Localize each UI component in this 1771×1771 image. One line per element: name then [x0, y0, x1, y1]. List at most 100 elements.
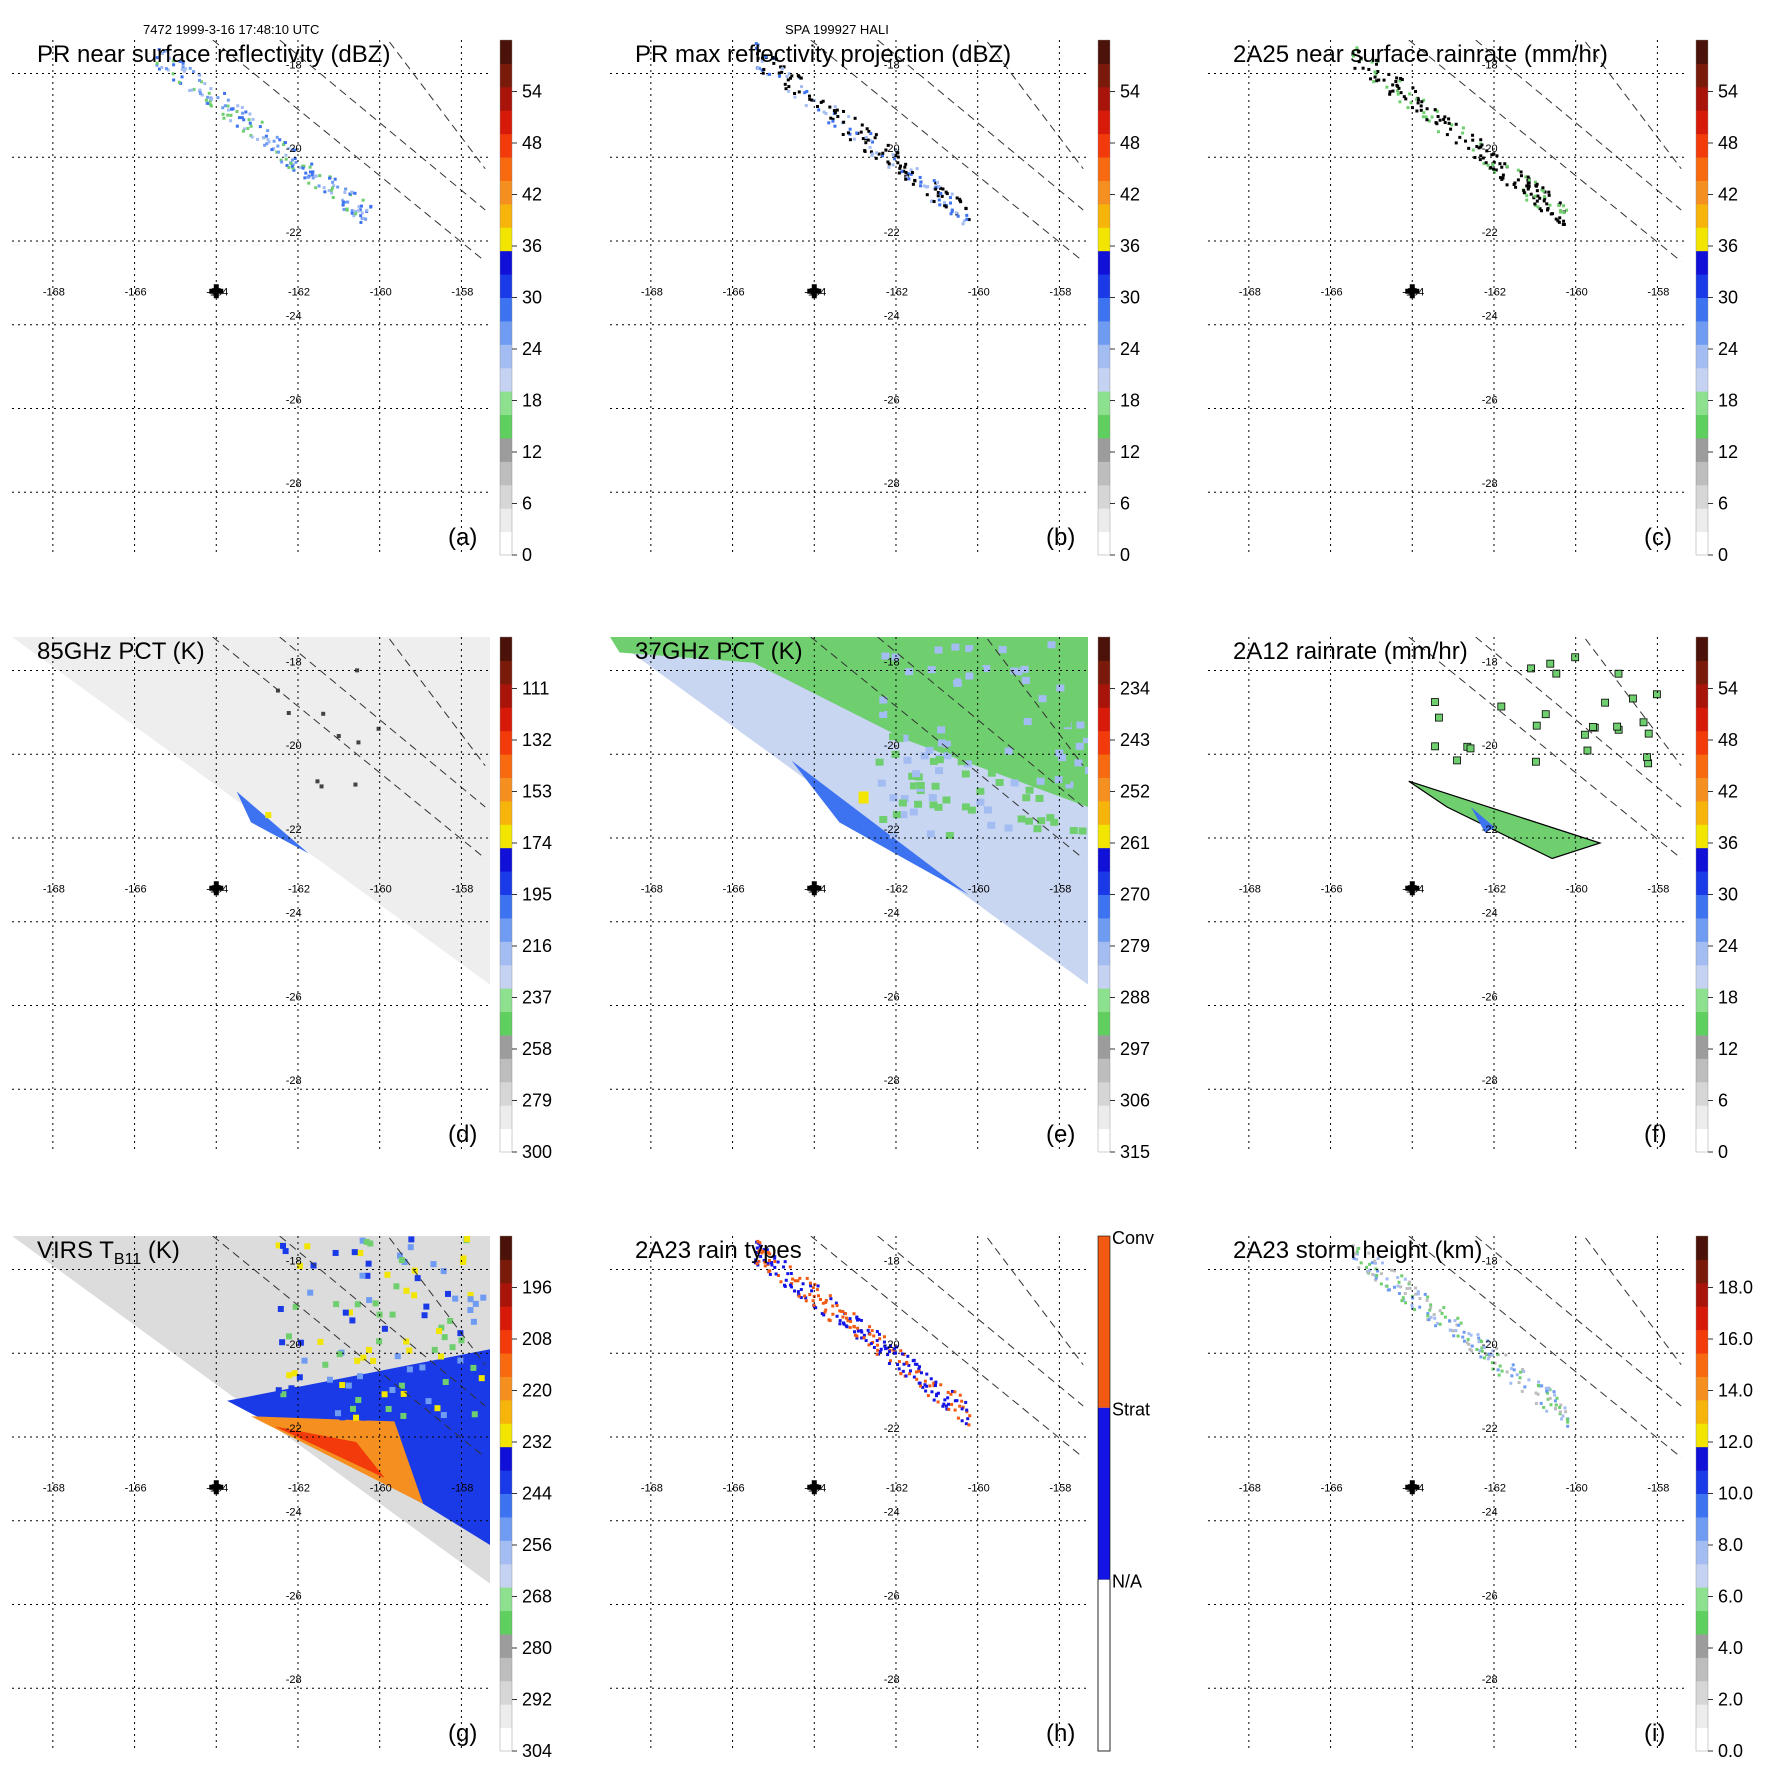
rain-type-pixel	[935, 1392, 939, 1396]
colorbar-segment	[1696, 1657, 1708, 1682]
colorbar-label: 8.0	[1718, 1535, 1743, 1555]
data-pixel	[1373, 75, 1377, 79]
rain-type-pixel	[773, 1256, 777, 1260]
virs-cell	[459, 1258, 466, 1265]
data-pixel	[341, 200, 345, 204]
pct37-cell	[998, 646, 1007, 654]
data-pixel	[944, 203, 948, 207]
rain12-cell	[1532, 721, 1541, 730]
virs-cell	[282, 1248, 289, 1255]
rain-type-pixel	[788, 1265, 792, 1269]
data-pixel	[944, 205, 948, 209]
rain-type-pixel	[804, 1299, 808, 1303]
rain-type-pixel	[754, 1258, 758, 1262]
storm-center-marker	[1405, 284, 1420, 299]
rain-type-pixel	[845, 1325, 849, 1329]
rain-type-pixel	[756, 1239, 760, 1243]
rain-type-pixel	[877, 1332, 881, 1336]
colorbar-segment	[1696, 203, 1708, 228]
lon-tick-label: -158	[451, 1482, 473, 1494]
data-pixel	[910, 171, 914, 175]
data-pixel	[1399, 76, 1403, 80]
data-pixel	[1366, 1270, 1370, 1274]
rain-type-pixel	[942, 1402, 946, 1406]
pct37-cell	[1075, 742, 1084, 750]
data-pixel	[1447, 121, 1451, 125]
data-pixel	[1537, 1380, 1541, 1384]
data-pixel	[294, 160, 298, 164]
pct37-cell	[976, 787, 985, 795]
data-pixel	[344, 187, 348, 191]
rain-type-pixel	[886, 1346, 890, 1350]
rain-type-pixel	[966, 1417, 970, 1421]
data-pixel	[831, 117, 835, 121]
data-pixel	[198, 78, 202, 82]
virs-cell	[480, 1294, 487, 1301]
data-pixel	[1516, 168, 1520, 172]
pct37-cell	[1058, 754, 1067, 762]
pct37-cell	[1065, 781, 1074, 789]
colorbar-segment	[1098, 1407, 1110, 1580]
virs-cell	[345, 1382, 352, 1389]
data-pixel	[313, 174, 317, 178]
rain-type-pixel	[828, 1294, 832, 1298]
data-pixel	[904, 162, 908, 166]
rain-type-pixel	[773, 1260, 777, 1264]
data-pixel	[1374, 58, 1378, 62]
colorbar-label: 36	[1718, 833, 1738, 853]
data-pixel	[1565, 1417, 1569, 1421]
colorbar-segment	[1098, 1128, 1110, 1153]
data-pixel	[950, 192, 954, 196]
pct37-cell	[920, 752, 929, 760]
virs-cell	[458, 1337, 465, 1344]
colorbar-segment	[500, 250, 512, 275]
data-pixel	[1399, 1285, 1403, 1289]
rain-type-pixel	[857, 1317, 861, 1321]
storm-center-marker	[807, 881, 822, 896]
pct37-min-cell	[858, 791, 869, 804]
colorbar-label: 0	[1718, 545, 1728, 565]
colorbar-label: 243	[1120, 730, 1150, 750]
data-pixel	[859, 130, 863, 134]
colorbar-segment	[500, 988, 512, 1013]
data-pixel	[1479, 145, 1483, 149]
data-pixel	[804, 104, 808, 108]
colorbar-segment	[1696, 414, 1708, 439]
data-pixel	[1425, 107, 1429, 111]
data-pixel	[797, 90, 801, 94]
data-pixel	[1426, 1312, 1430, 1316]
data-pixel	[1479, 154, 1483, 158]
pct37-cell	[1024, 817, 1033, 825]
pct37-cell	[899, 811, 908, 819]
data-pixel	[1554, 217, 1558, 221]
data-pixel	[1400, 78, 1404, 82]
virs-cell	[296, 1374, 303, 1381]
colorbar-segment	[500, 660, 512, 685]
rain-type-pixel	[892, 1351, 896, 1355]
data-pixel	[1558, 201, 1562, 205]
data-pixel	[962, 219, 966, 223]
virs-cell	[398, 1257, 405, 1264]
data-pixel	[919, 184, 923, 188]
data-pixel	[181, 65, 185, 69]
pct37-cell	[962, 659, 971, 667]
pct85-cell	[353, 782, 358, 787]
colorbar-label: 18	[1718, 391, 1738, 411]
swath-background	[12, 1236, 490, 1584]
data-pixel	[1416, 1292, 1420, 1296]
pct37-cell	[909, 808, 918, 816]
virs-cell	[472, 1300, 479, 1307]
lat-tick-label: -24	[884, 1507, 900, 1519]
rain12-cell	[1527, 664, 1536, 673]
data-pixel	[1500, 165, 1504, 169]
data-pixel	[1416, 1290, 1420, 1294]
rain-type-pixel	[766, 1261, 770, 1265]
pct37-cell	[892, 811, 901, 819]
data-pixel	[1497, 1373, 1501, 1377]
virs-cell	[407, 1244, 414, 1251]
lon-tick-label: -168	[641, 286, 663, 298]
data-pixel	[1388, 90, 1392, 94]
panel-title: VIRS TB11 (K)	[37, 1237, 180, 1268]
data-pixel	[1559, 1403, 1563, 1407]
pct37-cell	[881, 652, 890, 660]
